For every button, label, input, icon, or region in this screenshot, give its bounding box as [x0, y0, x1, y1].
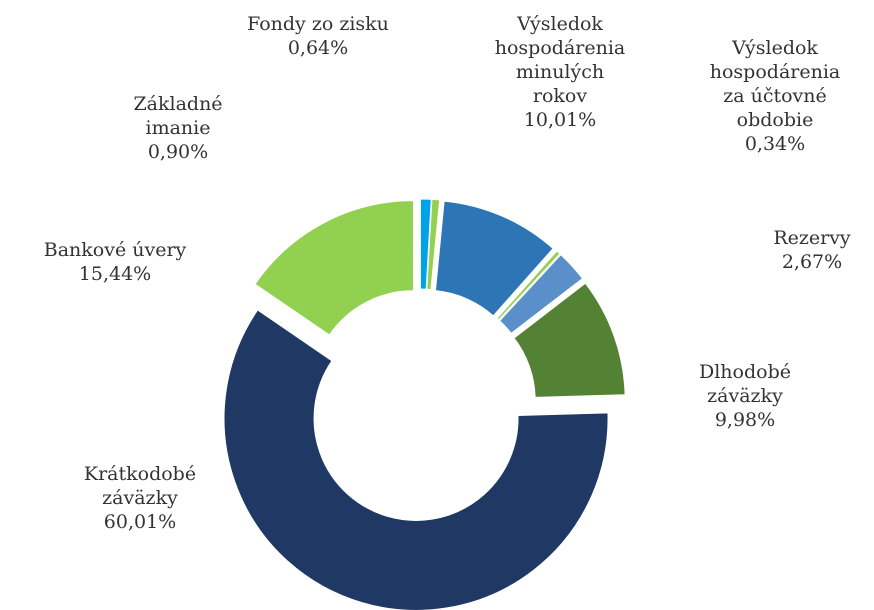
category-name: Výsledok hospodárenia za účtovné obdobie [709, 37, 841, 131]
donut-slice [223, 309, 609, 610]
value-label: 0,34% [744, 133, 806, 155]
data-label: Základné imanie 0,90% [113, 92, 243, 164]
category-name: Výsledok hospodárenia minulých rokov [494, 13, 626, 107]
data-label: Rezervy 2,67% [752, 226, 872, 274]
category-name: Základné imanie [133, 93, 223, 139]
data-label: Fondy zo zisku 0,64% [218, 12, 418, 60]
data-label: Krátkodobé záväzky 60,01% [60, 462, 220, 534]
value-label: 10,01% [523, 109, 597, 131]
donut-slice [498, 253, 584, 335]
category-name: Rezervy [773, 227, 851, 249]
value-label: 2,67% [781, 251, 843, 273]
data-label: Výsledok hospodárenia minulých rokov 10,0… [490, 12, 630, 132]
donut-slice [434, 200, 554, 317]
value-label: 60,01% [103, 511, 177, 533]
value-label: 0,64% [287, 37, 349, 59]
donut-slice [426, 198, 441, 291]
category-name: Bankové úvery [43, 239, 187, 261]
data-label: Výsledok hospodárenia za účtovné obdobie… [705, 36, 845, 156]
value-label: 15,44% [78, 263, 152, 285]
category-name: Krátkodobé záväzky [83, 463, 197, 509]
donut-slice [513, 282, 626, 398]
donut-slice [254, 200, 414, 336]
data-label: Bankové úvery 15,44% [0, 238, 235, 286]
data-label: Dlhodobé záväzky 9,98% [685, 360, 805, 432]
category-name: Fondy zo zisku [247, 13, 389, 35]
donut-slice [419, 198, 432, 290]
value-label: 0,90% [147, 141, 209, 163]
value-label: 9,98% [714, 409, 776, 431]
category-name: Dlhodobé záväzky [699, 361, 791, 407]
donut-slice [496, 250, 561, 321]
